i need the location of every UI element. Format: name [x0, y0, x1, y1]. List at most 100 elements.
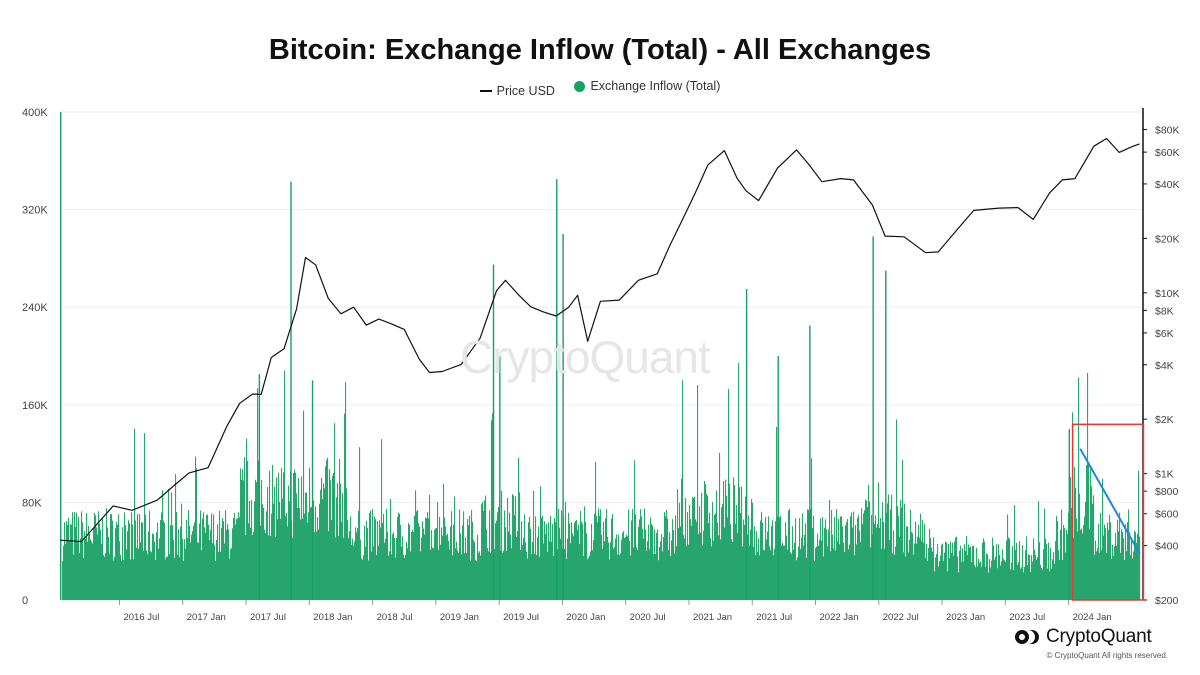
- inflow-bar: [112, 520, 114, 600]
- inflow-bar: [1024, 566, 1026, 600]
- inflow-bar: [1109, 515, 1111, 600]
- inflow-bar: [923, 542, 925, 600]
- inflow-bar: [145, 514, 147, 600]
- inflow-bar: [153, 534, 155, 600]
- inflow-bar: [613, 548, 615, 600]
- inflow-bar: [787, 549, 789, 600]
- inflow-bar: [1002, 549, 1004, 600]
- inflow-bar: [1033, 538, 1035, 600]
- inflow-bar: [991, 560, 993, 600]
- inflow-bar: [1113, 556, 1115, 600]
- inflow-bar: [88, 525, 90, 600]
- inflow-bar: [465, 537, 467, 600]
- inflow-bar: [606, 509, 608, 600]
- inflow-spike-bar: [885, 270, 887, 600]
- inflow-bar: [554, 518, 556, 600]
- inflow-bar: [1000, 565, 1002, 600]
- inflow-bar: [489, 510, 491, 600]
- inflow-bar: [978, 558, 980, 600]
- inflow-bar: [372, 508, 374, 600]
- inflow-bar: [1091, 486, 1093, 600]
- inflow-bar: [440, 544, 442, 600]
- inflow-bar: [527, 558, 529, 600]
- inflow-bar: [376, 555, 378, 600]
- inflow-bar: [66, 521, 68, 600]
- inflow-bar: [258, 460, 260, 600]
- inflow-bar: [1008, 537, 1010, 600]
- inflow-bar: [819, 539, 821, 600]
- inflow-bar: [429, 495, 431, 600]
- x-tick-label: 2018 Jul: [377, 612, 413, 623]
- brand-logo-block[interactable]: CryptoQuant: [1014, 626, 1152, 648]
- inflow-bar: [845, 525, 847, 600]
- inflow-bar: [979, 562, 981, 600]
- inflow-bar: [237, 518, 239, 600]
- inflow-bar: [415, 490, 417, 600]
- inflow-bar: [179, 556, 181, 600]
- inflow-bar: [1056, 516, 1058, 600]
- inflow-bar: [358, 510, 360, 600]
- inflow-bar: [568, 512, 570, 600]
- inflow-bar: [396, 537, 398, 600]
- inflow-bar: [507, 497, 509, 600]
- inflow-bar: [679, 502, 681, 600]
- inflow-bar: [973, 545, 975, 600]
- inflow-bar: [846, 522, 848, 600]
- inflow-bar: [390, 499, 392, 600]
- inflow-bar: [164, 522, 166, 600]
- inflow-bar: [822, 517, 824, 600]
- inflow-bar: [595, 462, 597, 600]
- inflow-bar: [87, 541, 89, 600]
- inflow-bar: [615, 538, 617, 600]
- inflow-bar: [209, 540, 211, 600]
- inflow-bar: [868, 484, 870, 600]
- inflow-bar: [342, 492, 344, 600]
- inflow-bar: [582, 523, 584, 600]
- legend-item-inflow[interactable]: Exchange Inflow (Total): [574, 79, 720, 93]
- inflow-bar: [1025, 550, 1027, 600]
- inflow-bar: [265, 533, 267, 600]
- inflow-bar: [654, 529, 656, 600]
- inflow-bar: [394, 538, 396, 600]
- inflow-bar: [536, 555, 538, 600]
- inflow-spike-bar: [499, 356, 501, 600]
- inflow-bar: [605, 518, 607, 600]
- inflow-bar: [463, 511, 465, 600]
- inflow-bar: [614, 547, 616, 600]
- inflow-bar: [966, 536, 968, 600]
- inflow-bar: [655, 553, 657, 600]
- inflow-bar: [417, 510, 419, 600]
- inflow-bar: [459, 509, 461, 600]
- inflow-bar: [877, 523, 879, 600]
- inflow-bar: [732, 541, 734, 600]
- inflow-bar: [455, 548, 457, 600]
- inflow-bar: [622, 532, 624, 600]
- legend-item-price[interactable]: Price USD: [479, 84, 555, 98]
- inflow-bar: [659, 546, 661, 600]
- inflow-bar: [225, 510, 227, 600]
- inflow-bar: [236, 519, 238, 600]
- inflow-bar: [383, 513, 385, 600]
- inflow-bar: [374, 516, 376, 600]
- inflow-bar: [314, 532, 316, 600]
- inflow-bar: [1074, 467, 1076, 600]
- inflow-bar: [783, 545, 785, 600]
- inflow-bar: [353, 545, 355, 600]
- inflow-bar: [1010, 569, 1012, 600]
- inflow-bar: [332, 475, 334, 600]
- inflow-bar: [1119, 512, 1121, 600]
- inflow-bar: [740, 513, 742, 600]
- inflow-bar: [473, 539, 475, 600]
- inflow-bar: [535, 516, 537, 600]
- inflow-bar: [308, 512, 310, 600]
- inflow-bar: [658, 560, 660, 600]
- inflow-bar: [592, 550, 594, 600]
- inflow-bar: [631, 520, 633, 600]
- inflow-bar: [993, 545, 995, 600]
- inflow-bar: [323, 483, 325, 600]
- inflow-bar: [682, 380, 684, 600]
- inflow-bar: [818, 545, 820, 600]
- inflow-bar: [943, 560, 945, 600]
- inflow-bar: [149, 510, 151, 600]
- inflow-bar: [895, 546, 897, 600]
